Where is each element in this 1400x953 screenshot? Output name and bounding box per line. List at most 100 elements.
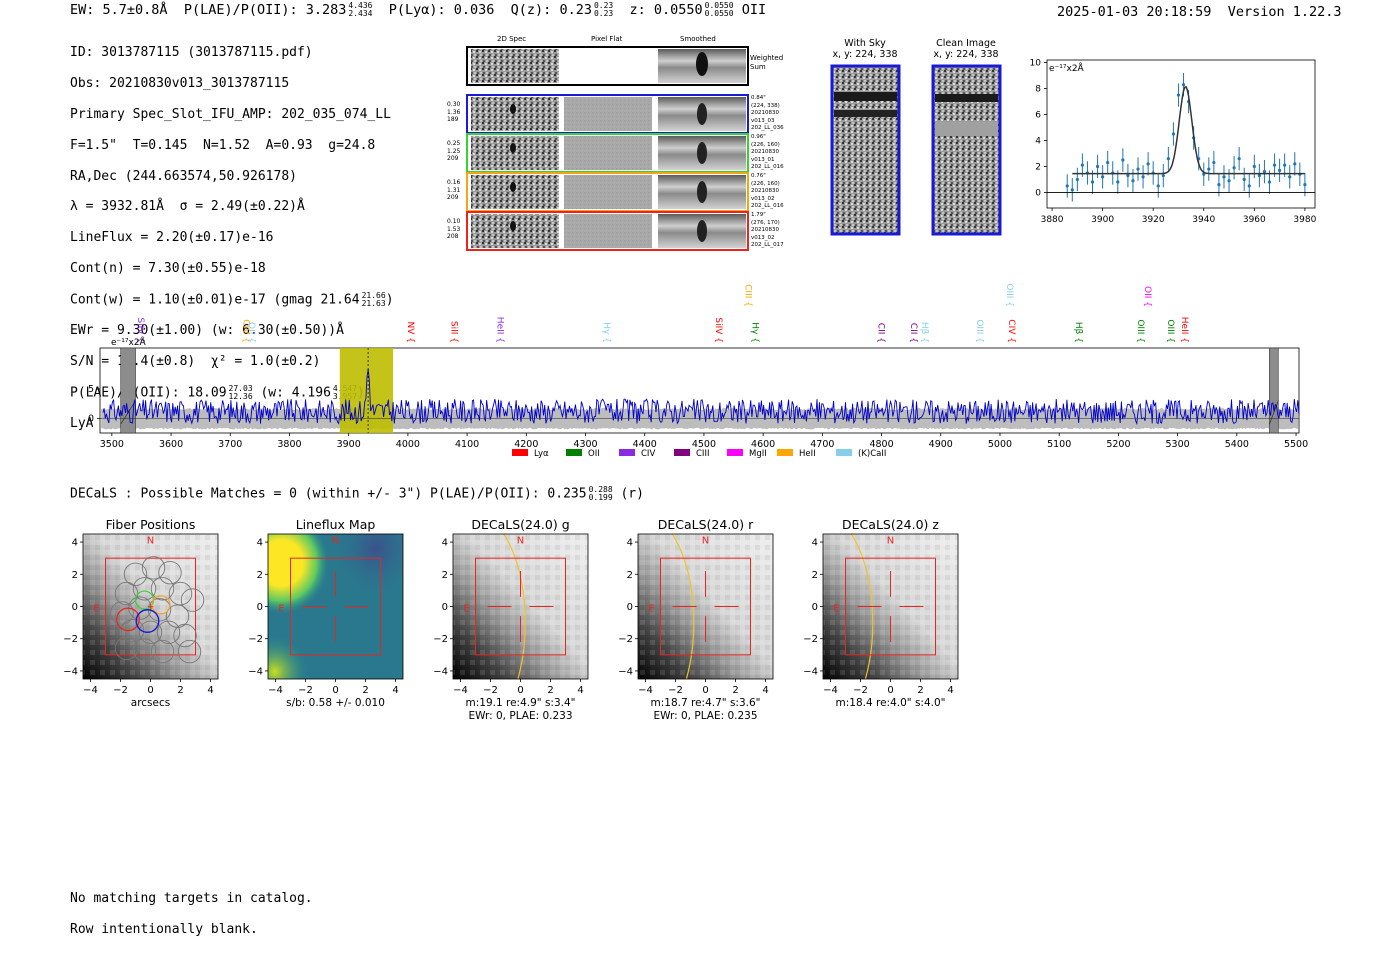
panel-ytick-label: 2 <box>442 570 448 581</box>
cutout-emission-2 <box>697 142 707 164</box>
aperture-box <box>290 557 381 656</box>
fit-point <box>1106 160 1110 165</box>
spectrum-xtick-label: 3600 <box>159 439 183 450</box>
panel-xtick-label: −2 <box>668 685 683 696</box>
panel-xtick-label: 0 <box>702 685 708 696</box>
panel-xtick-label: −4 <box>453 685 468 696</box>
panel-xtick-label: 2 <box>732 685 738 696</box>
cutout-fiber-d2: (226, 160) <box>751 180 780 187</box>
cutout-fiber-d3: 20210830 <box>751 227 779 233</box>
version: Version 1.22.3 <box>1227 4 1342 20</box>
cutout-fiber-d5: 202_LL_016 <box>751 164 784 170</box>
info-contw: Cont(w) = 1.10(±0.01)e-17 (gmag 21.64 21.… <box>70 291 394 308</box>
fit-unit-label: e⁻¹⁷x2Å <box>1049 62 1085 74</box>
info-primary: Primary Spec_Slot_IFU_AMP: 202_035_074_L… <box>70 107 391 123</box>
fit-point <box>1126 173 1130 178</box>
compass-north: N <box>332 536 339 547</box>
masked-region-2 <box>1269 347 1279 434</box>
spectrum-line-label: Hγ { <box>601 322 611 343</box>
info-plae-hi: 27.03 <box>228 383 253 393</box>
fiber-circle <box>132 638 157 662</box>
header-plya: P(Lyα): 0.036 <box>388 2 495 18</box>
panel-ytick-label: 2 <box>257 570 263 581</box>
panel-xtick-label: 0 <box>517 685 523 696</box>
fiber-circle <box>141 556 166 580</box>
panel-xtick-label: 0 <box>887 685 893 696</box>
spectrum-line-label: OIII { <box>1135 319 1145 343</box>
cutout-2d-4 <box>471 214 559 248</box>
cutout-fiber-info-1: 0.84" (224, 338) 20210830 v013_03 202_LL_036 <box>751 95 784 133</box>
fit-point <box>1101 175 1105 179</box>
fiber-circle <box>138 620 163 644</box>
sky-images <box>830 64 1002 236</box>
header-plae-lo: 2.434 <box>348 9 373 18</box>
legend-label: CIII <box>696 449 709 459</box>
legend-swatch <box>566 449 582 456</box>
panel-ytick-label: 2 <box>627 570 633 581</box>
spectrum-line-label: Hγ { <box>749 322 759 343</box>
panel-ytick-label: −4 <box>618 666 633 677</box>
with-sky-image <box>830 64 901 236</box>
info-plae-lo: 12.36 <box>228 391 253 401</box>
info-plae-w: (w: 4.196 <box>260 385 331 401</box>
info-contw-end: ) <box>385 292 394 308</box>
aperture-box <box>105 557 196 656</box>
legend-label: MgII <box>749 449 767 459</box>
panel-title: DECaLS(24.0) z <box>842 517 939 532</box>
fiber-highlight-blue <box>135 609 160 633</box>
fit-point <box>1161 173 1165 178</box>
compass-east: E <box>463 603 469 614</box>
fit-point <box>1237 157 1241 161</box>
fiber-circle <box>158 560 182 585</box>
decals-hi: 0.288 <box>588 485 613 494</box>
clean-image <box>931 64 1002 236</box>
panel-image-2 <box>268 534 403 679</box>
aperture-box <box>845 557 936 656</box>
panel-ytick-label: 4 <box>72 538 78 549</box>
cutout-flat-1 <box>564 97 652 131</box>
cutout-fiber-d2: (276, 170) <box>751 219 780 226</box>
fiber-circle <box>150 577 175 601</box>
fit-point <box>1212 160 1216 165</box>
cutout-weights-3: 0.16 1.31 209 <box>447 179 460 202</box>
cutout-flat-2 <box>564 136 652 170</box>
fit-ytick-label: 2 <box>1035 162 1041 172</box>
weighted-sum-label: Weighted Sum <box>750 54 784 71</box>
fit-point <box>1156 184 1160 188</box>
fit-point <box>1252 164 1256 169</box>
aperture-box <box>475 557 566 656</box>
sky-band-1 <box>834 92 897 101</box>
fiber-circle <box>120 618 145 643</box>
spectrum-xtick-label: 5100 <box>1047 439 1071 450</box>
pixel-texture <box>638 534 773 679</box>
cutout-2d-source-2 <box>510 143 516 153</box>
fit-ytick-label: 10 <box>1030 59 1042 69</box>
spectrum-xtick-label: 4700 <box>810 439 834 450</box>
spectrum-line-label: CIV { <box>240 319 250 343</box>
fit-point <box>1146 162 1150 166</box>
clean-image-title: Clean Image <box>936 38 996 49</box>
header-meta: 2025-01-03 20:18:59 Version 1.22.3 <box>1057 4 1342 20</box>
cutout-2d-source-1 <box>510 104 516 114</box>
panel-ytick-label: −4 <box>63 666 78 677</box>
header-ew: EW: 5.7±0.8Å <box>70 2 168 18</box>
spectrum-xtick-label: 3900 <box>337 439 361 450</box>
header-qz: Q(z): 0.23 <box>510 2 592 18</box>
fit-point <box>1217 183 1221 187</box>
spectrum-xtick-label: 5000 <box>988 439 1012 450</box>
spectrum-line-label: SiII { <box>449 321 459 343</box>
cutout-fiber-info-4: 1.79" (276, 170) 20210830 v013_02 202_LL_017 <box>751 212 784 250</box>
footer-line-1: No matching targets in catalog. <box>70 891 313 907</box>
cutout-fiber-d1: 0.84" <box>751 95 766 101</box>
panel-xlabel: arcsecs <box>131 697 170 709</box>
cutout-2d-source-3 <box>510 182 516 192</box>
fiber-circle <box>110 601 134 625</box>
pixel-texture <box>823 534 958 679</box>
clean-mask-1 <box>935 122 998 136</box>
imaging-panels: Fiber Positions N E + −4 −4 −2 −2 0 0 2 2 4 4 arcsecs L… <box>63 517 959 722</box>
fit-point <box>1141 175 1145 179</box>
header-line: OII <box>741 2 767 18</box>
panel-xtick-label: 4 <box>947 685 953 696</box>
cutout-weights-1: 0.30 1.36 189 <box>447 101 460 124</box>
panel-xtick-label: 2 <box>547 685 553 696</box>
